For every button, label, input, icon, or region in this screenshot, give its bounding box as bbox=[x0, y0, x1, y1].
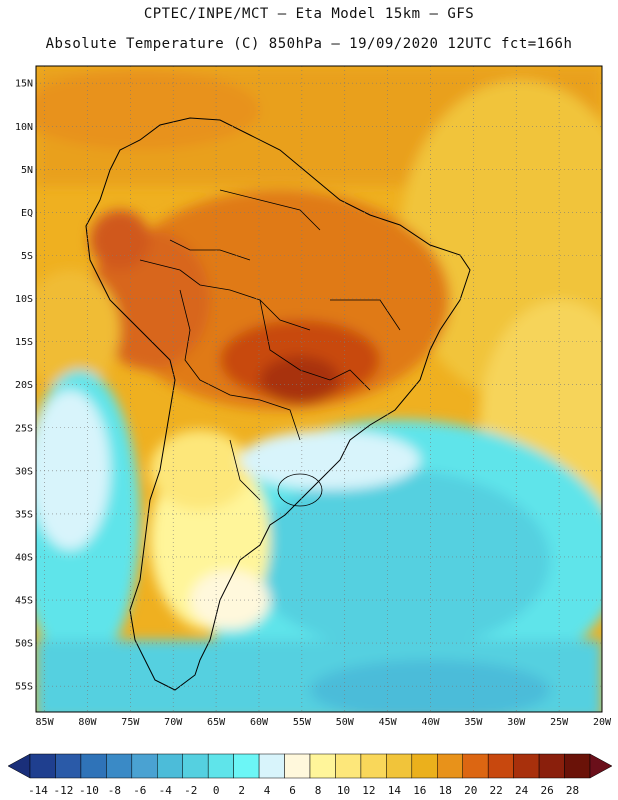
coastline bbox=[85, 117, 471, 691]
colorbar-label: -14 bbox=[28, 784, 48, 797]
colorbar-label: -4 bbox=[159, 784, 173, 797]
lat-label: 45S bbox=[15, 596, 33, 607]
colorbar-cell bbox=[487, 753, 514, 779]
lat-label: 10S bbox=[15, 294, 33, 305]
colorbar-label: 18 bbox=[439, 784, 452, 797]
colorbar-label: 12 bbox=[362, 784, 375, 797]
colorbar-label: -8 bbox=[108, 784, 121, 797]
lon-label: 75W bbox=[121, 717, 140, 728]
lat-label: 15S bbox=[15, 337, 33, 348]
lon-label: 35W bbox=[464, 717, 483, 728]
lat-label: 50S bbox=[15, 639, 33, 650]
colorbar-cell bbox=[411, 753, 438, 779]
lat-label: EQ bbox=[21, 208, 33, 219]
lon-label: 45W bbox=[379, 717, 398, 728]
country-borders bbox=[139, 189, 401, 507]
temperature-field-shading bbox=[36, 66, 602, 712]
lon-label: 40W bbox=[421, 717, 440, 728]
colorbar-cell bbox=[55, 753, 82, 779]
colorbar-label: 4 bbox=[264, 784, 271, 797]
lat-label: 30S bbox=[15, 466, 33, 477]
lon-label: 80W bbox=[78, 717, 97, 728]
colorbar-cell bbox=[538, 753, 565, 779]
lat-label: 55S bbox=[15, 682, 33, 693]
colorbar-cell bbox=[437, 753, 463, 779]
colorbar-cell bbox=[564, 753, 591, 779]
colorbar-label: -10 bbox=[79, 784, 99, 797]
colorbar-label: -6 bbox=[133, 784, 146, 797]
colorbar-cell bbox=[131, 753, 158, 779]
colorbar-high-arrow bbox=[589, 753, 613, 779]
colorbar-cell bbox=[29, 753, 56, 779]
lat-label: 5S bbox=[21, 251, 33, 262]
colorbar-cell bbox=[513, 753, 540, 779]
lat-label: 5N bbox=[21, 165, 33, 176]
lat-label: 20S bbox=[15, 380, 33, 391]
colorbar-label: 26 bbox=[540, 784, 553, 797]
title-line-1: CPTEC/INPE/MCT – Eta Model 15km – GFS bbox=[143, 6, 475, 22]
latitude-labels: 15N 10N 5N EQ 5S 10S 15S 20S 25S 30S 35S 40S 45S 50S 5… bbox=[15, 79, 33, 693]
colorbar-cell bbox=[386, 753, 413, 779]
colorbar-cell bbox=[106, 753, 133, 779]
colorbar-cell bbox=[309, 753, 336, 779]
lon-label: 55W bbox=[293, 717, 312, 728]
lat-label: 25S bbox=[15, 423, 33, 434]
colorbar-cell bbox=[360, 753, 387, 779]
colorbar-label: 16 bbox=[413, 784, 426, 797]
lon-label: 60W bbox=[250, 717, 269, 728]
lon-label: 50W bbox=[336, 717, 355, 728]
lon-label: 20W bbox=[593, 717, 612, 728]
colorbar-cell bbox=[233, 753, 260, 779]
colorbar-low-arrow bbox=[7, 753, 31, 779]
colorbar-cell bbox=[80, 753, 107, 779]
colorbar-cell bbox=[258, 753, 285, 779]
colorbar-label: 14 bbox=[388, 784, 402, 797]
colorbar-label: -2 bbox=[184, 784, 197, 797]
lon-label: 65W bbox=[207, 717, 226, 728]
title-line-2: Absolute Temperature (C) 850hPa – 19/09/… bbox=[45, 36, 573, 52]
colorbar-label: 6 bbox=[289, 784, 296, 797]
colorbar-cell bbox=[284, 753, 311, 779]
colorbar-cell bbox=[335, 753, 362, 779]
lat-label: 15N bbox=[15, 79, 33, 90]
colorbar-cell bbox=[207, 753, 234, 779]
lon-label: 85W bbox=[36, 717, 55, 728]
lat-label: 40S bbox=[15, 552, 33, 563]
colorbar-label: -12 bbox=[54, 784, 74, 797]
colorbar-label: 22 bbox=[490, 784, 503, 797]
lat-label: 35S bbox=[15, 509, 33, 520]
lon-label: 25W bbox=[550, 717, 569, 728]
map-frame bbox=[35, 65, 603, 713]
colorbar-label: 24 bbox=[515, 784, 529, 797]
colorbar-cell bbox=[182, 753, 209, 779]
lon-label: 30W bbox=[507, 717, 526, 728]
colorbar-label: 8 bbox=[315, 784, 322, 797]
lat-label: 10N bbox=[15, 122, 33, 133]
colorbar-cell bbox=[157, 753, 183, 779]
lon-label: 70W bbox=[164, 717, 183, 728]
colorbar-label: 0 bbox=[213, 784, 220, 797]
colorbar-label: 28 bbox=[566, 784, 579, 797]
colorbar-label: 10 bbox=[337, 784, 350, 797]
longitude-labels: 85W 80W 75W 70W 65W 60W 55W 50W 45W 40W 35W 30W 25W 2… bbox=[36, 717, 612, 728]
colorbar-label: 2 bbox=[238, 784, 245, 797]
colorbar-label: 20 bbox=[464, 784, 477, 797]
colorbar-cell bbox=[462, 753, 489, 779]
